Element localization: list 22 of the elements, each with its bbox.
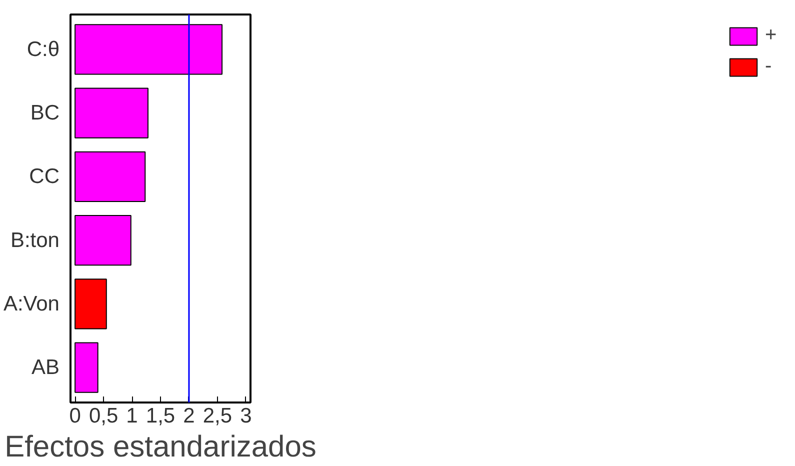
x-tick-label: 3 [240,404,252,428]
x-tick-label: 2 [183,404,195,428]
x-tick-label: 0,5 [88,404,118,428]
bar [74,151,146,202]
bar [74,88,148,138]
x-axis-title: Efectos estandarizados [4,430,316,464]
y-tick-label: B:ton [10,228,60,252]
bar [74,278,107,330]
y-tick-label: BC [30,102,60,125]
y-tick-label: AB [31,356,60,380]
bar [74,342,98,393]
x-tick-label: 2,5 [202,404,232,428]
y-tick-label: CC [29,165,60,188]
bar [74,24,223,75]
x-tick-label: 1 [126,404,138,428]
bar [74,214,132,266]
y-tick-label: C:θ [26,38,60,61]
x-tick-label: 0 [69,404,81,428]
legend-label: - [765,55,773,78]
legend-label: + [765,24,778,47]
x-tick-label: 1,5 [146,404,176,428]
y-tick-label: A:Von [3,292,60,316]
